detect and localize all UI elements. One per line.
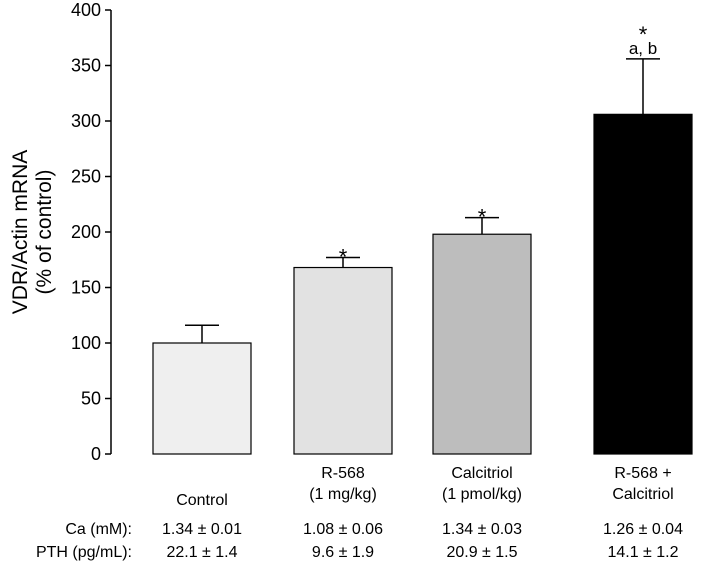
table-cell: 1.34 ± 0.01 [162,521,242,538]
error-bar [626,58,660,115]
bar [432,233,532,455]
error-bar [185,324,219,343]
bar [293,266,393,455]
significance-letters: a, b [629,39,657,58]
y-tick-label: 150 [71,278,101,298]
category-label-line: R-568 [321,465,365,482]
category-label-line: Calcitriol [612,486,674,503]
category-label-line: (1 mg/kg) [309,486,377,503]
error-bars [185,58,660,343]
y-tick-label: 400 [71,0,101,20]
bar [593,113,693,455]
table-row-label: Ca (mM): [65,521,132,538]
y-tick-label: 100 [71,333,101,353]
y-tick-label: 300 [71,111,101,131]
significance-star: * [339,245,348,270]
table-cell: 14.1 ± 1.2 [607,544,679,561]
y-tick-label: 350 [71,56,101,76]
significance-star: * [478,205,487,230]
table-cell: 1.08 ± 0.06 [303,521,383,538]
y-tick-label: 250 [71,167,101,187]
y-tick-label: 0 [91,444,101,464]
table-cell: 9.6 ± 1.9 [311,544,375,561]
category-label: Calcitriol (1 pmol/kg) [407,463,557,505]
significance-star: * [639,22,648,47]
y-axis-label-line2: (% of control) [33,170,56,295]
error-bar [326,256,360,268]
category-label-line: Calcitriol [451,465,513,482]
bars [152,113,693,455]
table-cell: 1.26 ± 0.04 [603,521,683,538]
y-tick-label: 200 [71,222,101,242]
category-label-line: Control [176,492,228,509]
category-label: R-568 + Calcitriol [568,463,718,505]
y-tick-label: 50 [81,389,101,409]
y-axis: 0 50 100 150 200 250 300 350 400 [71,0,112,464]
significance-annotations: ***a, b [339,22,657,270]
error-bar [465,216,499,235]
table-cell: 20.9 ± 1.5 [446,544,518,561]
category-label-line: R-568 + [614,465,672,482]
category-label: R-568 (1 mg/kg) [268,463,418,505]
table-cell: 1.34 ± 0.03 [442,521,522,538]
table-row-label: PTH (pg/mL): [35,544,132,561]
category-label: Control [127,490,277,511]
y-axis-label-line1: VDR/Actin mRNA [9,150,32,315]
bar [152,342,252,455]
table-cell: 22.1 ± 1.4 [166,544,238,561]
category-label-line: (1 pmol/kg) [441,486,523,503]
